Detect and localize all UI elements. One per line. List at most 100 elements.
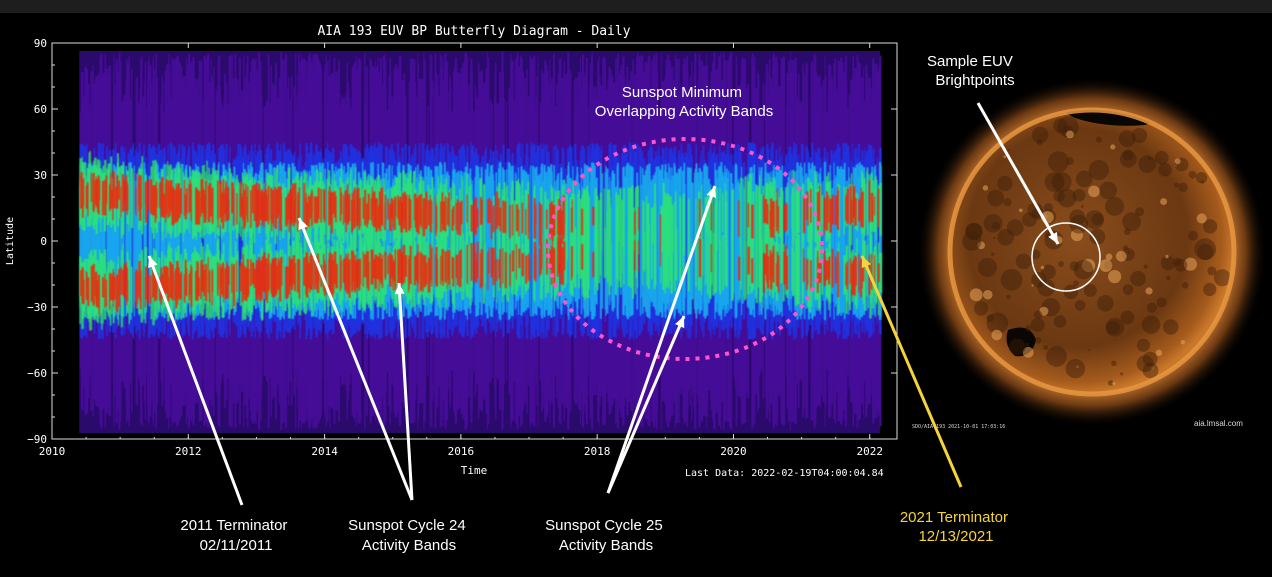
sun-feature [1145,287,1153,295]
sun-feature [1022,212,1037,227]
sun-feature [1181,282,1189,289]
annotation-2021-terminator: 2021 Terminator 12/13/2021 [900,509,1012,545]
sun-feature [1057,116,1079,138]
sun-feature [1203,219,1218,234]
sun-feature [1111,360,1117,367]
sun-feature [1069,261,1080,271]
sun-feature [991,329,1003,341]
annotation-arrows [147,102,1060,506]
sun-feature [1110,144,1116,150]
x-tick-label: 2022 [856,445,883,458]
sun-feature [1106,320,1120,335]
sun-feature [1123,245,1129,251]
sun-feature [1043,344,1049,351]
sun-feature [1066,157,1074,165]
sun-feature [1075,170,1093,188]
sun-feature [1073,280,1079,287]
sun-feature [977,241,986,250]
sun-feature [1143,264,1148,269]
sun-feature [1031,126,1049,144]
sun-feature [1203,282,1217,297]
y-tick-label: −90 [27,433,47,446]
sun-feature [1031,284,1034,287]
sun-feature [1003,198,1012,207]
sun-feature [965,223,983,241]
sun-label: Sample EUV Brightpoints [927,53,1017,89]
sun-feature [1080,205,1084,208]
sun-feature [1088,185,1100,198]
sun-feature [982,185,989,191]
sun-feature [1043,203,1054,213]
sun-feature [1027,202,1044,219]
sun-feature [1142,362,1159,379]
x-tick-label: 2018 [584,445,611,458]
sun-feature [1025,325,1032,332]
sun-feature [1155,349,1163,357]
sun-feature [1018,208,1023,213]
arrow-2021-terminator [860,255,963,488]
sun-feature [1030,317,1045,332]
sun-feature [1088,348,1091,351]
sun-feature [1118,130,1136,147]
sun-feature [1158,162,1172,177]
sun-feature [1074,299,1086,311]
sun-feature [1097,294,1114,312]
sun-feature [1150,365,1155,371]
sun-feature [1070,229,1084,242]
sun-feature [1131,127,1148,144]
sun-feature [1142,351,1158,367]
sun-feature [1122,284,1134,295]
sun-feature [1040,265,1045,270]
sun-feature [1072,188,1086,202]
sun-feature [1035,337,1042,344]
sun-feature [997,175,1013,192]
sun-feature [1066,130,1074,139]
sun-image [917,77,1267,427]
arrow-brightpoint [976,102,1060,245]
sun-feature [1058,261,1065,268]
arrow-cycle24-south [394,282,414,501]
sun-feature [1000,268,1023,291]
x-tick-label: 2014 [311,445,338,458]
sun-feature [1007,148,1010,152]
sun-feature [1107,380,1114,386]
sun-feature [993,236,996,240]
arrow-cycle25-south [606,315,686,494]
sun-feature [1173,257,1182,266]
sun-feature [1194,238,1217,261]
sun-feature [969,288,983,302]
sun-credit: aia.lmsal.com [1194,419,1243,428]
sun-feature [1039,306,1049,316]
sun-feature [1099,259,1113,273]
sun-feature [1156,297,1167,308]
sun-feature [1130,270,1146,287]
sun-caption: SDO/AIA 193 2021-10-01 17:03:16 [912,424,1005,430]
sun-feature [1069,209,1086,226]
sun-feature [1075,365,1079,369]
x-tick-label: 2010 [39,445,66,458]
sun-feature [1099,181,1117,200]
sun-feature [1174,258,1188,272]
sun-feature [1065,358,1086,379]
sun-feature [987,189,1005,207]
x-tick-label: 2020 [720,445,747,458]
sun-feature [1122,212,1142,231]
sun-feature [1031,272,1047,288]
brightpoint-circle [1031,222,1101,292]
sun-feature [1138,155,1157,173]
sun-feature [1122,149,1134,161]
sunspot-minimum-circle [546,137,824,361]
sun-feature [1197,243,1214,261]
sun-feature [1148,156,1152,161]
sun-feature [1025,342,1030,347]
sun-feature [1105,253,1113,261]
sun-feature [1120,310,1135,325]
sun-feature [1064,133,1067,136]
sun-feature [1195,171,1208,184]
sun-feature [962,231,982,251]
sun-feature [1081,258,1096,273]
sun-feature [1088,159,1109,181]
sun-feature [1123,228,1131,236]
sun-feature [1174,164,1177,167]
